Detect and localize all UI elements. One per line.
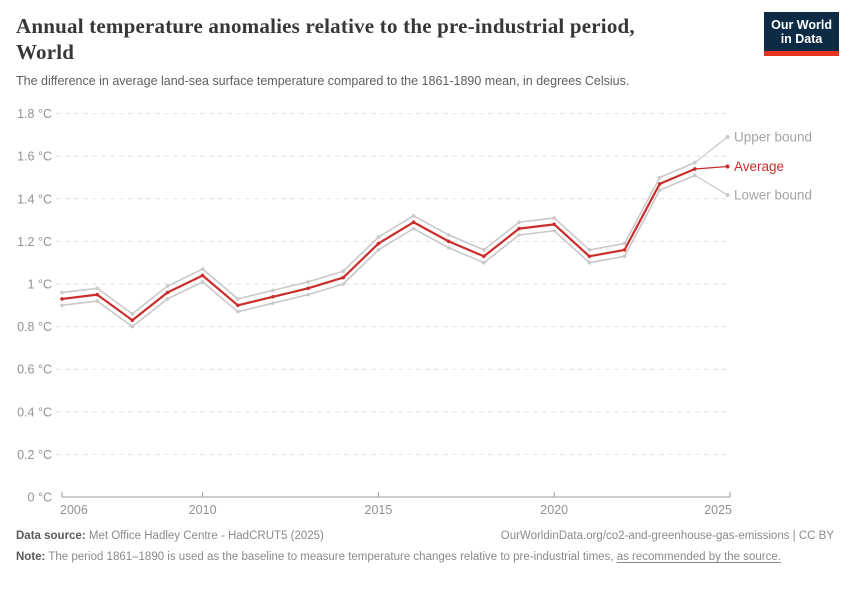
upper-bound-point[interactable]	[411, 214, 416, 218]
lower-bound-label[interactable]: Lower bound	[734, 188, 812, 203]
y-tick-label: 0.6 °C	[17, 363, 52, 377]
upper-bound-point[interactable]	[306, 280, 310, 284]
average-point[interactable]	[95, 292, 99, 297]
average-point[interactable]	[165, 290, 170, 295]
x-tick-label: 2006	[60, 503, 88, 517]
x-tick-label: 2010	[189, 503, 217, 517]
upper-bound-point[interactable]	[517, 220, 521, 225]
y-tick-label: 1.2 °C	[17, 235, 52, 249]
owid-logo[interactable]: Our World in Data	[764, 12, 839, 56]
y-tick-label: 1 °C	[28, 278, 52, 292]
page-title: Annual temperature anomalies relative to…	[16, 13, 751, 65]
lower-bound-point[interactable]	[200, 280, 205, 284]
average-point[interactable]	[271, 294, 275, 299]
y-tick-label: 1.4 °C	[17, 192, 52, 206]
logo-line-2: in Data	[780, 32, 823, 46]
lower-bound-point[interactable]	[411, 226, 416, 231]
average-point[interactable]	[376, 241, 381, 246]
lower-bound-point[interactable]	[271, 301, 275, 305]
average-point[interactable]	[517, 226, 521, 231]
title-line-2: World	[16, 40, 75, 64]
upper-bound-point[interactable]	[60, 290, 64, 295]
data-source-value: Met Office Hadley Centre - HadCRUT5 (202…	[85, 530, 324, 542]
x-tick-label: 2020	[540, 503, 568, 517]
lower-bound-point[interactable]	[482, 260, 486, 265]
y-tick-label: 0.8 °C	[17, 320, 52, 334]
y-tick-label: 1.8 °C	[17, 107, 52, 121]
average-point[interactable]	[60, 297, 64, 301]
lower-bound-point[interactable]	[341, 282, 346, 286]
lower-bound-point[interactable]	[306, 292, 310, 297]
upper-bound-point[interactable]	[200, 267, 205, 271]
lower-bound-point[interactable]	[622, 254, 627, 259]
average-label[interactable]: Average	[734, 159, 784, 174]
lower-bound-label-dot	[725, 193, 730, 197]
upper-bound-point[interactable]	[587, 248, 592, 252]
average-point[interactable]	[552, 222, 557, 227]
upper-bound-point[interactable]	[271, 288, 275, 293]
upper-bound-point[interactable]	[376, 235, 381, 239]
lower-bound-point[interactable]	[587, 260, 592, 265]
upper-bound-point[interactable]	[95, 286, 99, 291]
upper-bound-point[interactable]	[341, 269, 346, 274]
upper-bound-point[interactable]	[165, 284, 170, 288]
average-label-connector	[694, 165, 728, 170]
average-point[interactable]	[587, 254, 592, 259]
note-text: The period 1861–1890 is used as the base…	[45, 551, 617, 563]
average-point[interactable]	[446, 239, 451, 244]
note: Note: The period 1861–1890 is used as th…	[16, 550, 832, 566]
x-tick-label: 2015	[365, 503, 393, 517]
upper-bound-point[interactable]	[552, 216, 557, 220]
average-point[interactable]	[482, 254, 486, 259]
average-point[interactable]	[622, 248, 627, 252]
lower-bound-point[interactable]	[165, 297, 170, 301]
title-line-1: Annual temperature anomalies relative to…	[16, 14, 635, 38]
average-point[interactable]	[130, 318, 135, 323]
y-tick-label: 0.4 °C	[17, 405, 52, 419]
y-tick-label: 0.2 °C	[17, 448, 52, 462]
average-point[interactable]	[235, 303, 240, 308]
lower-bound-point[interactable]	[130, 324, 135, 329]
upper-bound-point[interactable]	[657, 175, 662, 180]
chart-subtitle: The difference in average land-sea surfa…	[16, 74, 630, 88]
lower-bound-point[interactable]	[376, 248, 381, 252]
average-point[interactable]	[306, 286, 310, 291]
lower-bound-point[interactable]	[552, 228, 557, 233]
lower-bound-point[interactable]	[95, 299, 99, 303]
data-source: Data source: Met Office Hadley Centre - …	[16, 530, 324, 542]
lower-bound-point[interactable]	[657, 188, 662, 193]
lower-bound-label-connector	[694, 174, 728, 196]
x-tick-label: 2025	[704, 503, 732, 517]
lower-bound-point[interactable]	[517, 233, 521, 237]
y-tick-label: 0 °C	[28, 491, 52, 505]
y-tick-label: 1.6 °C	[17, 150, 52, 164]
upper-bound-label[interactable]: Upper bound	[734, 130, 812, 145]
logo-line-1: Our World	[771, 18, 832, 32]
footer: Data source: Met Office Hadley Centre - …	[16, 530, 834, 542]
average-point[interactable]	[657, 182, 662, 186]
lower-bound-point[interactable]	[60, 303, 64, 308]
attribution: OurWorldinData.org/co2-and-greenhouse-ga…	[500, 530, 834, 542]
average-point[interactable]	[200, 273, 205, 278]
lower-bound-point[interactable]	[446, 245, 451, 250]
average-point[interactable]	[341, 275, 346, 280]
upper-bound-label-dot	[725, 135, 730, 139]
lower-bound-point[interactable]	[235, 309, 240, 314]
upper-bound-point[interactable]	[446, 233, 451, 237]
upper-bound-label-connector	[694, 136, 728, 164]
upper-bound-point[interactable]	[235, 297, 240, 301]
average-point[interactable]	[411, 220, 416, 225]
upper-bound-point[interactable]	[482, 248, 486, 252]
average-label-dot	[725, 164, 730, 169]
upper-bound-point[interactable]	[622, 241, 627, 246]
upper-bound-point[interactable]	[130, 312, 135, 316]
note-link[interactable]: as recommended by the source.	[616, 551, 781, 563]
note-label: Note:	[16, 551, 46, 563]
data-source-label: Data source:	[16, 530, 86, 542]
